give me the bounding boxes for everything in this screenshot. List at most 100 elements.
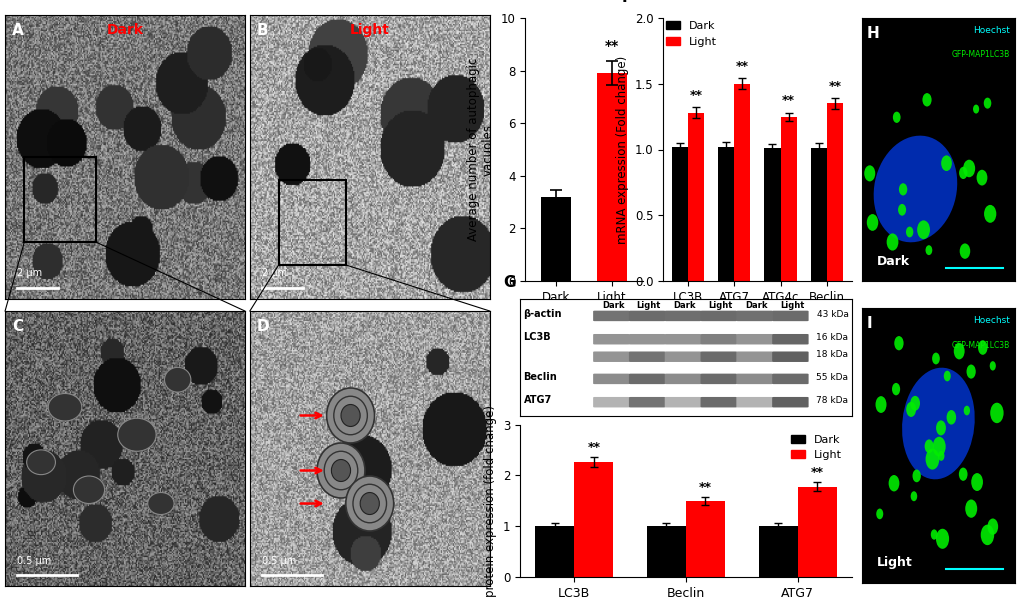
Text: Hoechst: Hoechst	[972, 316, 1009, 325]
Text: **: **	[604, 39, 619, 53]
Ellipse shape	[48, 393, 82, 421]
Ellipse shape	[958, 167, 967, 179]
Ellipse shape	[892, 383, 899, 395]
FancyBboxPatch shape	[664, 334, 700, 344]
FancyBboxPatch shape	[629, 397, 664, 407]
FancyBboxPatch shape	[771, 374, 808, 384]
Text: Light: Light	[350, 23, 389, 38]
Ellipse shape	[923, 440, 932, 453]
Text: F: F	[621, 0, 631, 5]
Ellipse shape	[148, 493, 174, 514]
Ellipse shape	[975, 170, 986, 185]
FancyBboxPatch shape	[593, 397, 629, 407]
Ellipse shape	[979, 524, 994, 545]
Circle shape	[360, 493, 379, 514]
Legend: Dark, Light: Dark, Light	[665, 22, 716, 47]
Ellipse shape	[910, 491, 916, 501]
Ellipse shape	[863, 165, 874, 181]
FancyBboxPatch shape	[771, 334, 808, 344]
Ellipse shape	[982, 97, 990, 109]
Text: I: I	[866, 316, 871, 331]
FancyBboxPatch shape	[629, 334, 664, 344]
Ellipse shape	[977, 340, 986, 355]
Ellipse shape	[916, 220, 929, 239]
Circle shape	[353, 484, 386, 523]
FancyBboxPatch shape	[771, 397, 808, 407]
FancyBboxPatch shape	[700, 311, 737, 321]
Bar	[646, 526, 686, 577]
Text: **: **	[689, 89, 702, 102]
Ellipse shape	[874, 396, 886, 413]
Text: Dark: Dark	[673, 301, 695, 310]
Ellipse shape	[73, 476, 105, 504]
FancyBboxPatch shape	[736, 352, 772, 362]
Ellipse shape	[941, 155, 951, 171]
Ellipse shape	[983, 205, 996, 223]
Ellipse shape	[986, 518, 998, 535]
Circle shape	[317, 443, 365, 498]
Bar	[574, 462, 612, 577]
Circle shape	[326, 388, 374, 443]
Text: 78 kDa: 78 kDa	[815, 396, 848, 405]
Ellipse shape	[989, 402, 1003, 423]
FancyBboxPatch shape	[664, 311, 700, 321]
Ellipse shape	[909, 396, 919, 411]
Text: B: B	[257, 23, 268, 38]
Text: GFP-MAP1LC3B: GFP-MAP1LC3B	[951, 341, 1009, 350]
Ellipse shape	[964, 499, 976, 518]
Ellipse shape	[901, 368, 974, 480]
FancyBboxPatch shape	[629, 374, 664, 384]
Text: Light: Light	[876, 556, 912, 569]
FancyBboxPatch shape	[736, 311, 772, 321]
Text: ATG7: ATG7	[523, 395, 551, 405]
FancyBboxPatch shape	[593, 311, 629, 321]
Bar	[24, 157, 96, 242]
FancyBboxPatch shape	[700, 334, 737, 344]
FancyBboxPatch shape	[771, 311, 808, 321]
Text: **: **	[810, 466, 822, 479]
Ellipse shape	[972, 105, 978, 114]
Bar	[687, 112, 703, 281]
Bar	[540, 197, 571, 281]
Text: 55 kDa: 55 kDa	[815, 373, 848, 382]
Ellipse shape	[958, 468, 967, 481]
Text: Light: Light	[780, 301, 803, 310]
Text: 2 μm: 2 μm	[262, 269, 286, 278]
Ellipse shape	[905, 227, 912, 237]
FancyBboxPatch shape	[629, 311, 664, 321]
Ellipse shape	[924, 245, 931, 255]
Ellipse shape	[931, 353, 938, 364]
Text: D: D	[257, 319, 269, 334]
Ellipse shape	[26, 450, 55, 475]
Ellipse shape	[892, 112, 900, 123]
Bar	[685, 501, 725, 577]
Ellipse shape	[943, 371, 950, 382]
Text: **: **	[735, 60, 748, 73]
FancyBboxPatch shape	[700, 352, 737, 362]
Text: H: H	[866, 26, 878, 41]
Y-axis label: mRNA expression (Fold change): mRNA expression (Fold change)	[615, 56, 629, 243]
Text: Hoechst: Hoechst	[972, 26, 1009, 35]
Text: Light: Light	[636, 301, 660, 310]
FancyBboxPatch shape	[736, 397, 772, 407]
FancyBboxPatch shape	[736, 334, 772, 344]
Text: **: **	[782, 94, 795, 108]
Text: GFP-MAP1LC3B: GFP-MAP1LC3B	[951, 50, 1009, 59]
Bar	[763, 148, 780, 281]
Text: **: **	[827, 80, 841, 93]
Text: **: **	[587, 441, 600, 453]
Ellipse shape	[931, 437, 945, 456]
Text: β-actin: β-actin	[523, 309, 561, 319]
Ellipse shape	[117, 418, 156, 451]
Ellipse shape	[164, 367, 191, 392]
Ellipse shape	[888, 475, 899, 492]
Text: 18 kDa: 18 kDa	[815, 350, 848, 359]
Text: 16 kDa: 16 kDa	[815, 333, 848, 342]
FancyBboxPatch shape	[629, 352, 664, 362]
FancyBboxPatch shape	[771, 352, 808, 362]
Bar	[780, 117, 796, 281]
Ellipse shape	[875, 508, 882, 519]
Text: 0.5 μm: 0.5 μm	[17, 556, 51, 566]
Bar	[671, 147, 687, 281]
Text: C: C	[12, 319, 23, 334]
